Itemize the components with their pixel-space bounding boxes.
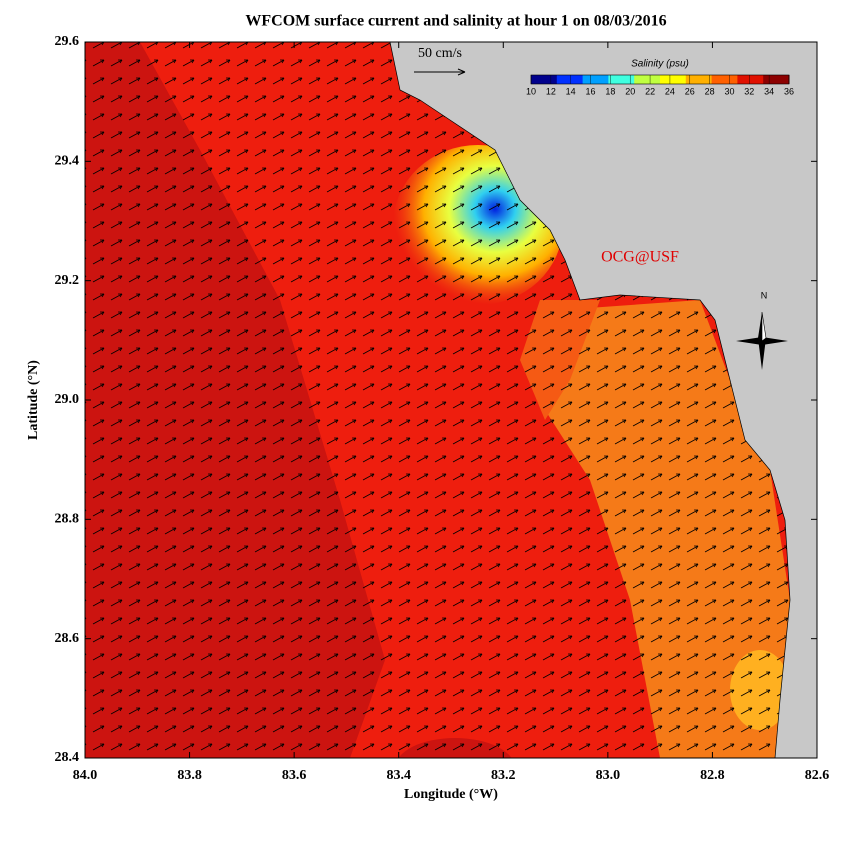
y-tick-label: 29.0 xyxy=(55,392,80,407)
x-tick-label: 83.2 xyxy=(491,768,516,783)
scale-arrow-head xyxy=(457,68,466,76)
colorbar-tick-label: 22 xyxy=(645,86,655,96)
colorbar-tick-label: 20 xyxy=(625,86,635,96)
colorbar-tick-label: 26 xyxy=(685,86,695,96)
colorbar-swatch xyxy=(634,75,661,84)
map-field xyxy=(85,42,817,758)
colorbar-tick-label: 32 xyxy=(744,86,754,96)
y-tick-label: 29.6 xyxy=(55,34,80,49)
colorbar-tick-label: 18 xyxy=(605,86,615,96)
colorbar-tick-label: 16 xyxy=(586,86,596,96)
y-tick-label: 29.4 xyxy=(55,154,80,169)
x-tick-label: 83.8 xyxy=(177,768,202,783)
colorbar-title: Salinity (psu) xyxy=(631,59,689,70)
colorbar-tick-label: 30 xyxy=(724,86,734,96)
colorbar-swatch xyxy=(556,75,584,84)
colorbar-swatch xyxy=(685,75,713,84)
colorbar-tick-label: 28 xyxy=(705,86,715,96)
colorbar-swatch xyxy=(531,75,558,84)
credit: OCG@USF xyxy=(601,249,679,266)
colorbar-tick-label: 24 xyxy=(665,86,675,96)
y-tick-label: 28.6 xyxy=(55,631,80,646)
colorbar-swatch xyxy=(660,75,687,84)
colorbar-swatch xyxy=(737,75,764,84)
colorbar-tick-label: 14 xyxy=(566,86,576,96)
colorbar-tick-label: 34 xyxy=(764,86,774,96)
scale-label: 50 cm/s xyxy=(418,46,462,61)
y-tick-label: 29.2 xyxy=(55,273,80,288)
colorbar-swatch xyxy=(763,75,790,84)
x-tick-label: 82.8 xyxy=(700,768,725,783)
y-tick-label: 28.8 xyxy=(55,512,80,527)
x-tick-label: 83.6 xyxy=(282,768,307,783)
x-tick-label: 82.6 xyxy=(805,768,830,783)
x-tick-label: 83.4 xyxy=(386,768,411,783)
map-title: WFCOM surface current and salinity at ho… xyxy=(245,13,666,30)
compass: N xyxy=(736,290,788,370)
x-axis-label: Longitude (°W) xyxy=(404,787,498,802)
colorbar-swatch xyxy=(582,75,609,84)
compass-label: N xyxy=(761,290,768,300)
x-tick-label: 84.0 xyxy=(73,768,98,783)
colorbar-tick-label: 36 xyxy=(784,86,794,96)
colorbar-tick-label: 10 xyxy=(526,86,536,96)
x-tick-label: 83.0 xyxy=(596,768,621,783)
colorbar-swatch xyxy=(608,75,635,84)
y-tick-label: 28.4 xyxy=(55,750,80,765)
colorbar-tick-label: 12 xyxy=(546,86,556,96)
y-axis-label: Latitude (°N) xyxy=(26,360,41,440)
colorbar-swatch xyxy=(711,75,738,84)
